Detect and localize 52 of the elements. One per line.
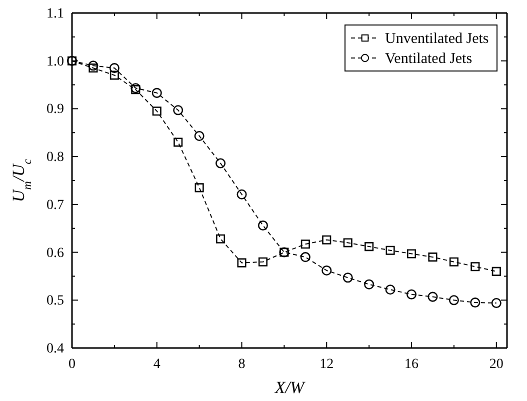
point bbox=[258, 220, 268, 230]
point bbox=[406, 249, 416, 258]
y-tick-label: 0.4 bbox=[46, 341, 64, 356]
point bbox=[364, 279, 374, 290]
point bbox=[237, 258, 246, 268]
point bbox=[258, 257, 268, 266]
point bbox=[448, 295, 459, 306]
point bbox=[152, 88, 162, 98]
point bbox=[449, 257, 458, 266]
point bbox=[385, 284, 396, 295]
x-tick-label: 4 bbox=[153, 356, 160, 372]
x-tick-label: 12 bbox=[320, 356, 334, 372]
point bbox=[88, 60, 98, 71]
point bbox=[194, 130, 204, 142]
point bbox=[109, 63, 120, 74]
point bbox=[470, 262, 480, 272]
point bbox=[236, 189, 247, 200]
point bbox=[88, 64, 98, 73]
point bbox=[216, 158, 226, 168]
point bbox=[386, 246, 395, 255]
x-axis-title: X/W bbox=[274, 378, 306, 397]
point bbox=[406, 289, 417, 300]
y-tick-label: 0.8 bbox=[46, 150, 64, 166]
y-tick-label: 1.0 bbox=[46, 54, 64, 70]
point bbox=[110, 70, 119, 80]
point bbox=[364, 242, 374, 252]
x-tick-label: 20 bbox=[489, 356, 504, 372]
y-tick-label: 0.9 bbox=[46, 102, 64, 118]
point bbox=[322, 265, 332, 276]
x-tick-label: 0 bbox=[68, 356, 76, 372]
x-tick-label: 8 bbox=[238, 356, 246, 372]
point bbox=[152, 106, 162, 116]
point bbox=[300, 240, 310, 249]
legend-label: Ventilated Jets bbox=[385, 51, 472, 67]
point bbox=[428, 252, 438, 262]
point bbox=[428, 292, 438, 302]
y-tick-label: 0.7 bbox=[46, 198, 64, 213]
point bbox=[174, 138, 183, 147]
legend-label: Unventilated Jets bbox=[385, 31, 489, 47]
point bbox=[173, 105, 184, 116]
y-tick-label: 0.5 bbox=[46, 294, 64, 309]
point bbox=[470, 298, 480, 308]
point bbox=[343, 238, 352, 248]
point bbox=[300, 252, 310, 262]
point bbox=[194, 183, 204, 192]
point bbox=[342, 272, 353, 283]
point bbox=[322, 235, 332, 244]
x-tick-label: 16 bbox=[404, 356, 419, 372]
point bbox=[492, 266, 501, 276]
point bbox=[216, 234, 226, 244]
y-tick-label: 1.1 bbox=[46, 6, 64, 22]
y-tick-label: 0.6 bbox=[46, 246, 64, 261]
